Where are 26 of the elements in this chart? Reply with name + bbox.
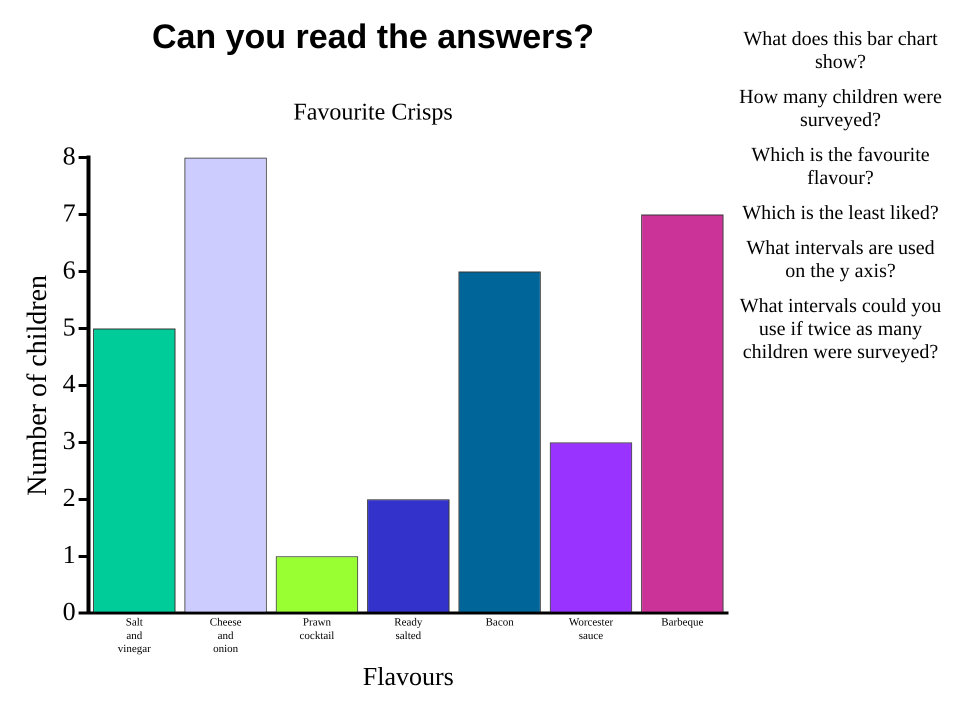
text: What intervals could you use if twice as many children were surveyed? [738,295,942,364]
text: Which is the least liked? [741,202,940,225]
x-tick-label: Ready salted [394,616,423,642]
x-axis-title: Flavours [362,662,454,692]
x-tick-label: Barbeque [661,616,704,629]
x-tick-label: Bacon [486,616,514,629]
y-tick-label: 1 [62,540,76,570]
text: What intervals are used on the y axis? [745,237,936,283]
text: How many children were surveyed? [738,86,943,132]
y-tick-label: 6 [62,255,76,284]
y-tick-label: 2 [62,483,76,512]
x-tick-label: Cheese and onion [210,616,242,656]
y-tick-label: 3 [62,426,76,456]
y-tick-label: 4 [62,369,76,398]
chart-subtitle: Favourite Crisps [293,99,453,126]
y-tick-label: 5 [62,312,76,342]
text: Which is the favourite flavour? [750,144,931,190]
y-axis-title: Number of children [22,274,54,496]
chart-title: Can you read the answers? [152,18,594,56]
x-tick-label: Salt and vinegar [118,616,152,656]
text: What does this bar chart show? [742,28,939,74]
x-tick-label: Worcester sauce [568,616,614,642]
x-tick-label: Prawn cocktail [300,616,334,642]
y-tick-label: 8 [62,141,76,170]
y-tick-label: 7 [62,198,76,228]
y-tick-label: 0 [62,597,76,626]
